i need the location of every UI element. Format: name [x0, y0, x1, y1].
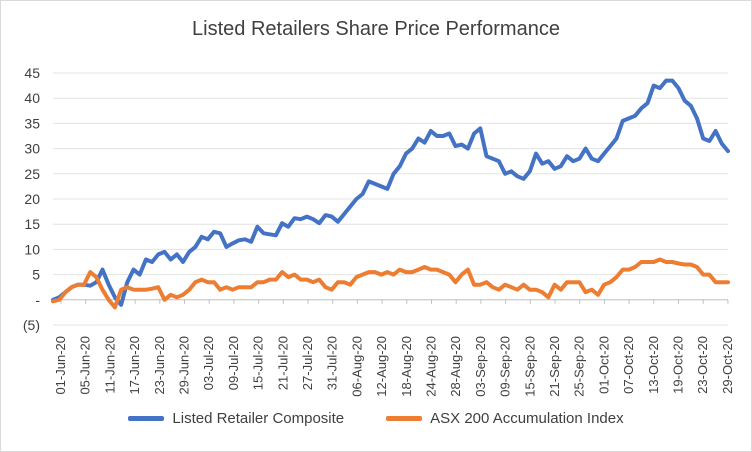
x-tick-label: 06-Aug-20 — [349, 336, 364, 397]
x-tick-label: 29-Jun-20 — [177, 336, 192, 395]
grid-lines — [53, 72, 728, 326]
x-tick-label: 15-Jul-20 — [251, 336, 266, 390]
x-tick-label: 01-Jun-20 — [53, 336, 68, 395]
x-tick-label: 17-Jun-20 — [127, 336, 142, 395]
legend-item-asx: ASX 200 Accumulation Index — [386, 410, 624, 427]
x-tick-label: 07-Oct-20 — [621, 336, 636, 394]
x-tick-label: 03-Jul-20 — [201, 336, 216, 390]
legend-swatch-asx — [386, 416, 423, 421]
x-tick-label: 21-Jul-20 — [275, 336, 290, 390]
x-tick-label: 29-Oct-20 — [720, 336, 735, 394]
x-tick-label: 27-Jul-20 — [300, 336, 315, 390]
legend-swatch-retailer — [128, 416, 165, 421]
y-tick-label: 5 — [32, 267, 40, 283]
x-axis-tick-marks — [60, 299, 729, 304]
x-tick-label: 09-Sep-20 — [498, 336, 513, 397]
y-tick-label: 40 — [24, 90, 40, 106]
y-tick-label: 45 — [24, 65, 40, 81]
x-tick-label: 19-Oct-20 — [671, 336, 686, 394]
x-axis-labels: 01-Jun-20 05-Jun-20 11-Jun-20 17-Jun-20 23-J… — [53, 336, 735, 397]
x-tick-label: 13-Oct-20 — [646, 336, 661, 394]
series-lines — [51, 78, 730, 310]
chart-title: Listed Retailers Share Price Performance — [192, 18, 560, 40]
x-tick-label: 18-Aug-20 — [399, 336, 414, 397]
y-axis-ticks: 45 40 35 30 25 20 15 10 5 - (5) — [23, 65, 40, 333]
x-tick-label: 01-Oct-20 — [596, 336, 611, 394]
x-tick-label: 21-Sep-20 — [547, 336, 562, 397]
legend-label-retailer: Listed Retailer Composite — [172, 410, 345, 427]
legend-item-retailer: Listed Retailer Composite — [128, 410, 344, 427]
x-tick-label: 15-Sep-20 — [522, 336, 537, 397]
x-tick-label: 25-Sep-20 — [572, 336, 587, 397]
y-tick-label: 30 — [24, 141, 40, 157]
legend: Listed Retailer Composite ASX 200 Accumu… — [0, 410, 752, 427]
y-tick-label: 25 — [24, 166, 40, 182]
x-tick-label: 03-Sep-20 — [473, 336, 488, 397]
x-tick-label: 12-Aug-20 — [374, 336, 389, 397]
x-tick-label: 05-Jun-20 — [78, 336, 93, 395]
x-tick-label: 24-Aug-20 — [424, 336, 439, 397]
y-tick-label: 10 — [24, 241, 40, 257]
x-tick-label: 31-Jul-20 — [325, 336, 340, 390]
y-tick-label: (5) — [23, 317, 40, 333]
series-line-asx200 — [51, 257, 730, 310]
legend-label-asx: ASX 200 Accumulation Index — [430, 410, 624, 427]
x-tick-label: 23-Jun-20 — [152, 336, 167, 395]
x-tick-label: 23-Oct-20 — [695, 336, 710, 394]
y-tick-label: - — [35, 292, 40, 308]
y-tick-label: 20 — [24, 191, 40, 207]
series-line-retailer-composite — [51, 78, 730, 307]
y-tick-label: 35 — [24, 115, 40, 131]
y-tick-label: 15 — [24, 216, 40, 232]
x-tick-label: 09-Jul-20 — [226, 336, 241, 390]
x-tick-label: 11-Jun-20 — [102, 336, 117, 394]
x-tick-label: 28-Aug-20 — [448, 336, 463, 397]
